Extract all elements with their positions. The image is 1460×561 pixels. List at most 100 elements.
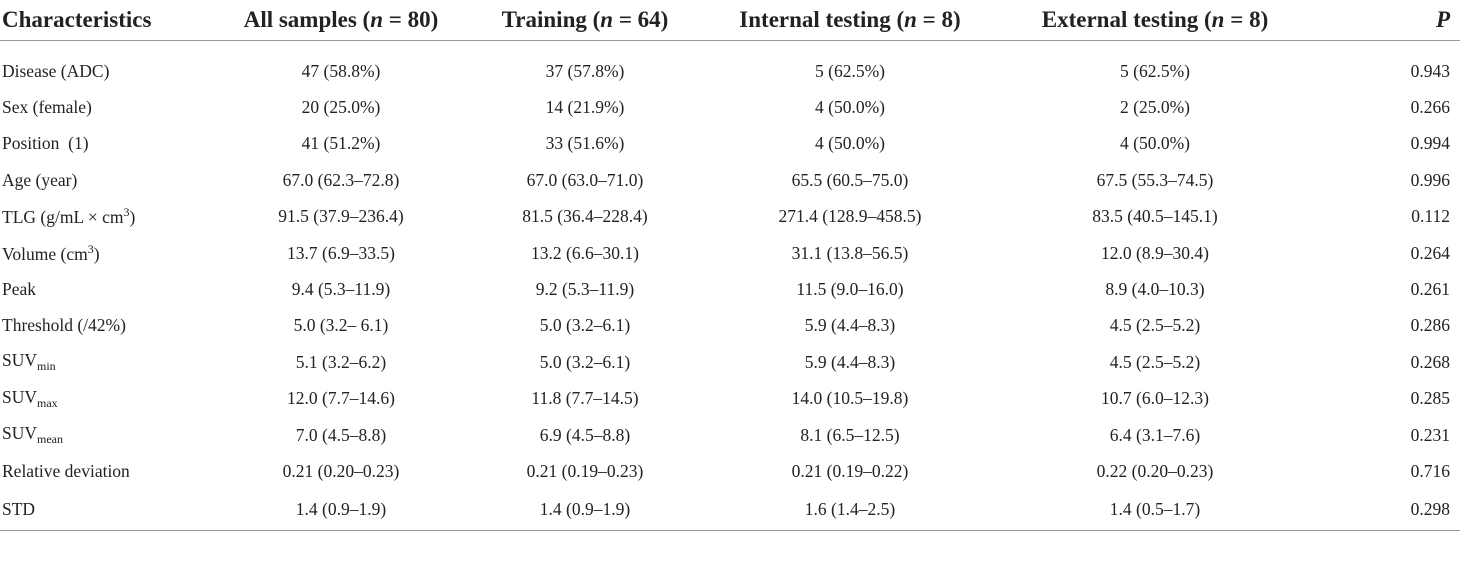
cell-external-testing: 4 (50.0%) <box>1120 133 1190 154</box>
cell-p-value: 0.943 <box>1410 60 1450 81</box>
cell-internal-testing: 0.21 (0.19–0.22) <box>791 460 909 481</box>
cell-external-testing: 0.22 (0.20–0.23) <box>1096 460 1214 481</box>
row-label: SUVmin <box>2 350 56 374</box>
cell-external-testing: 10.7 (6.0–12.3) <box>1101 388 1209 409</box>
cell-internal-testing: 14.0 (10.5–19.8) <box>791 388 909 409</box>
row-label: Threshold (/42%) <box>2 315 126 336</box>
table-row: Disease (ADC) 47 (58.8%) 37 (57.8%) 5 (6… <box>0 53 1460 89</box>
table-row: Threshold (/42%) 5.0 (3.2– 6.1) 5.0 (3.2… <box>0 308 1460 344</box>
cell-training: 0.21 (0.19–0.23) <box>526 460 644 481</box>
row-label: Sex (female) <box>2 97 92 118</box>
header-p-value: P <box>1310 0 1460 41</box>
table-body: Disease (ADC) 47 (58.8%) 37 (57.8%) 5 (6… <box>0 41 1460 531</box>
cell-all-samples: 13.7 (6.9–33.5) <box>287 242 395 263</box>
header-external-testing: External testing (n = 8) <box>1000 0 1310 41</box>
cell-external-testing: 67.5 (55.3–74.5) <box>1096 169 1214 190</box>
cell-training: 81.5 (36.4–228.4) <box>522 206 648 227</box>
table-row: SUVmean 7.0 (4.5–8.8) 6.9 (4.5–8.8) 8.1 … <box>0 417 1460 453</box>
cell-p-value: 0.996 <box>1410 169 1450 190</box>
cell-all-samples: 91.5 (37.9–236.4) <box>278 206 404 227</box>
cell-training: 13.2 (6.6–30.1) <box>531 242 639 263</box>
cell-training: 11.8 (7.7–14.5) <box>531 388 639 409</box>
header-internal-testing: Internal testing (n = 8) <box>700 0 1000 41</box>
cell-training: 67.0 (63.0–71.0) <box>526 169 644 190</box>
row-label: Volume (cm3) <box>2 241 100 264</box>
table-row: STD 1.4 (0.9–1.9) 1.4 (0.9–1.9) 1.6 (1.4… <box>0 489 1460 531</box>
header-training: Training (n = 64) <box>470 0 700 41</box>
cell-internal-testing: 8.1 (6.5–12.5) <box>800 424 900 445</box>
row-label: SUVmax <box>2 386 58 410</box>
cell-p-value: 0.266 <box>1410 97 1450 118</box>
cell-all-samples: 41 (51.2%) <box>301 133 381 154</box>
header-spacer <box>0 41 1460 54</box>
cell-all-samples: 9.4 (5.3–11.9) <box>291 279 391 300</box>
header-characteristics: Characteristics <box>0 0 212 41</box>
table-row: Peak 9.4 (5.3–11.9) 9.2 (5.3–11.9) 11.5 … <box>0 271 1460 307</box>
cell-all-samples: 20 (25.0%) <box>301 97 381 118</box>
cell-training: 33 (51.6%) <box>545 133 625 154</box>
cell-all-samples: 7.0 (4.5–8.8) <box>295 424 387 445</box>
row-label: Relative deviation <box>2 460 130 481</box>
cell-training: 5.0 (3.2–6.1) <box>539 315 631 336</box>
cell-external-testing: 12.0 (8.9–30.4) <box>1101 242 1209 263</box>
cell-p-value: 0.716 <box>1410 460 1450 481</box>
cell-internal-testing: 5.9 (4.4–8.3) <box>804 351 896 372</box>
cell-external-testing: 5 (62.5%) <box>1120 60 1190 81</box>
cell-internal-testing: 5 (62.5%) <box>815 60 885 81</box>
cell-internal-testing: 4 (50.0%) <box>815 97 885 118</box>
row-label: TLG (g/mL × cm3) <box>2 205 136 228</box>
table-header: Characteristics All samples (n = 80) Tra… <box>0 0 1460 41</box>
cell-all-samples: 12.0 (7.7–14.6) <box>287 388 395 409</box>
cell-all-samples: 5.0 (3.2– 6.1) <box>293 315 389 336</box>
row-label: SUVmean <box>2 423 64 447</box>
row-label: Position (1) <box>2 133 89 154</box>
cell-external-testing: 1.4 (0.5–1.7) <box>1000 489 1310 531</box>
cell-all-samples: 47 (58.8%) <box>301 60 381 81</box>
cell-external-testing: 83.5 (40.5–145.1) <box>1092 206 1218 227</box>
cell-p-value: 0.231 <box>1410 424 1450 445</box>
cell-internal-testing: 271.4 (128.9–458.5) <box>778 206 922 227</box>
header-row: Characteristics All samples (n = 80) Tra… <box>0 0 1460 41</box>
table-row: SUVmax 12.0 (7.7–14.6) 11.8 (7.7–14.5) 1… <box>0 381 1460 417</box>
cell-external-testing: 8.9 (4.0–10.3) <box>1105 279 1205 300</box>
characteristics-table: Characteristics All samples (n = 80) Tra… <box>0 0 1460 531</box>
cell-internal-testing: 31.1 (13.8–56.5) <box>791 242 909 263</box>
cell-p-value: 0.298 <box>1310 489 1460 531</box>
row-label: Disease (ADC) <box>2 60 110 81</box>
table-row: Volume (cm3) 13.7 (6.9–33.5) 13.2 (6.6–3… <box>0 235 1460 271</box>
cell-internal-testing: 65.5 (60.5–75.0) <box>791 169 909 190</box>
cell-internal-testing: 11.5 (9.0–16.0) <box>796 279 904 300</box>
cell-internal-testing: 5.9 (4.4–8.3) <box>804 315 896 336</box>
cell-training: 5.0 (3.2–6.1) <box>539 351 631 372</box>
cell-training: 14 (21.9%) <box>545 97 625 118</box>
cell-p-value: 0.268 <box>1410 351 1450 372</box>
cell-p-value: 0.264 <box>1410 242 1450 263</box>
cell-p-value: 0.285 <box>1410 388 1450 409</box>
cell-training: 6.9 (4.5–8.8) <box>539 424 631 445</box>
cell-training: 9.2 (5.3–11.9) <box>535 279 635 300</box>
table-row: Sex (female) 20 (25.0%) 14 (21.9%) 4 (50… <box>0 89 1460 125</box>
row-label: STD <box>0 489 212 531</box>
cell-external-testing: 4.5 (2.5–5.2) <box>1109 351 1201 372</box>
table-row: Age (year) 67.0 (62.3–72.8) 67.0 (63.0–7… <box>0 162 1460 198</box>
cell-internal-testing: 4 (50.0%) <box>815 133 885 154</box>
cell-training: 1.4 (0.9–1.9) <box>470 489 700 531</box>
cell-all-samples: 67.0 (62.3–72.8) <box>282 169 400 190</box>
cell-all-samples: 5.1 (3.2–6.2) <box>295 351 387 372</box>
cell-all-samples: 0.21 (0.20–0.23) <box>282 460 400 481</box>
table-row: TLG (g/mL × cm3) 91.5 (37.9–236.4) 81.5 … <box>0 199 1460 235</box>
cell-all-samples: 1.4 (0.9–1.9) <box>212 489 470 531</box>
cell-external-testing: 4.5 (2.5–5.2) <box>1109 315 1201 336</box>
row-label: Peak <box>2 279 37 300</box>
cell-p-value: 0.261 <box>1410 279 1450 300</box>
cell-p-value: 0.994 <box>1410 133 1450 154</box>
table-row: Position (1) 41 (51.2%) 33 (51.6%) 4 (50… <box>0 126 1460 162</box>
cell-p-value: 0.286 <box>1410 315 1450 336</box>
table-row: Relative deviation 0.21 (0.20–0.23) 0.21… <box>0 453 1460 489</box>
header-all-samples: All samples (n = 80) <box>212 0 470 41</box>
cell-external-testing: 2 (25.0%) <box>1120 97 1190 118</box>
cell-external-testing: 6.4 (3.1–7.6) <box>1109 424 1201 445</box>
cell-training: 37 (57.8%) <box>545 60 625 81</box>
row-label: Age (year) <box>2 169 78 190</box>
